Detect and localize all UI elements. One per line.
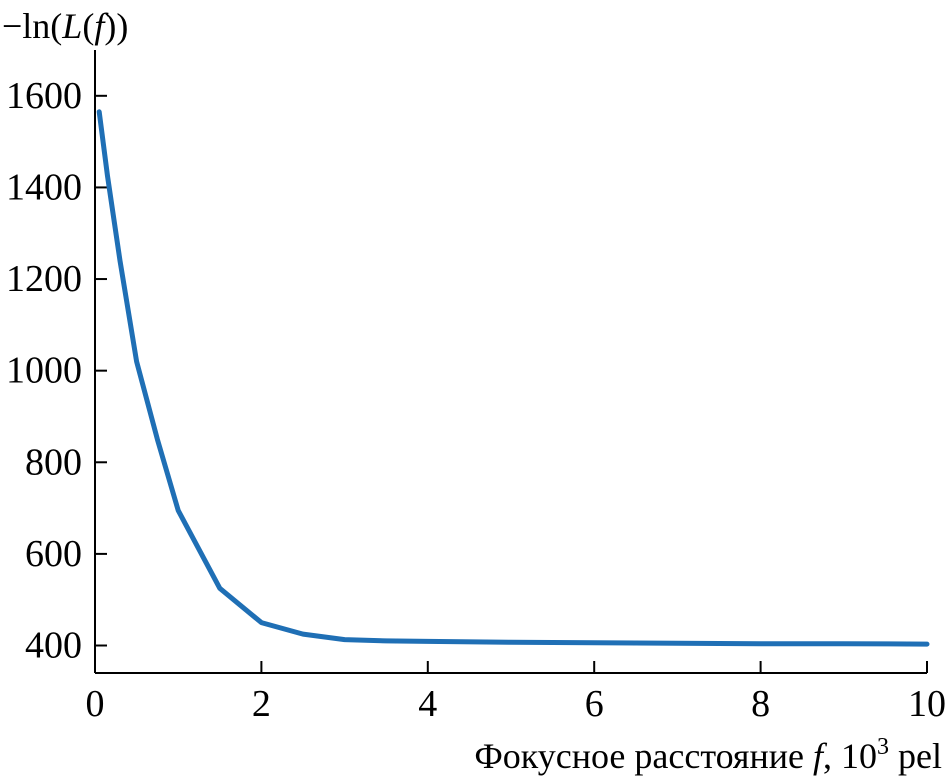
x-ticks: 0 2 4 6 8 10 [86, 661, 946, 725]
y-tick-label: 800 [25, 441, 82, 483]
y-tick-label: 1600 [6, 75, 82, 117]
y-axis-title-suffix: )) [104, 6, 128, 46]
y-tick-label: 1200 [6, 258, 82, 300]
x-axis-title-prefix: Фокусное расстояние [474, 736, 813, 776]
x-tick-label: 6 [585, 683, 604, 725]
series-group [96, 109, 930, 647]
x-axis-title: Фокусное расстояние f, 103 pel [474, 734, 942, 776]
x-axis-title-suffix: pel [889, 736, 942, 776]
x-axis-title-sup: 3 [877, 734, 889, 760]
y-tick-label: 1400 [6, 166, 82, 208]
x-tick-label: 0 [86, 683, 105, 725]
series-line [96, 109, 930, 647]
x-tick-label: 10 [908, 683, 946, 725]
axes [94, 50, 927, 674]
y-ticks: 400 600 800 1000 1200 1400 1600 [6, 75, 107, 667]
x-tick-label: 4 [418, 683, 437, 725]
y-axis-title-mid: ( [82, 6, 94, 46]
x-axis-title-mid: , 10 [823, 736, 877, 776]
y-tick-label: 400 [25, 625, 82, 667]
x-tick-label: 8 [751, 683, 770, 725]
y-tick-label: 600 [25, 533, 82, 575]
y-axis-title-symbol: L [61, 6, 82, 46]
y-axis-title-prefix: −ln( [2, 6, 62, 46]
y-tick-label: 1000 [6, 350, 82, 392]
y-axis-title: −ln(L(f)) [2, 6, 128, 46]
x-tick-label: 2 [252, 683, 271, 725]
